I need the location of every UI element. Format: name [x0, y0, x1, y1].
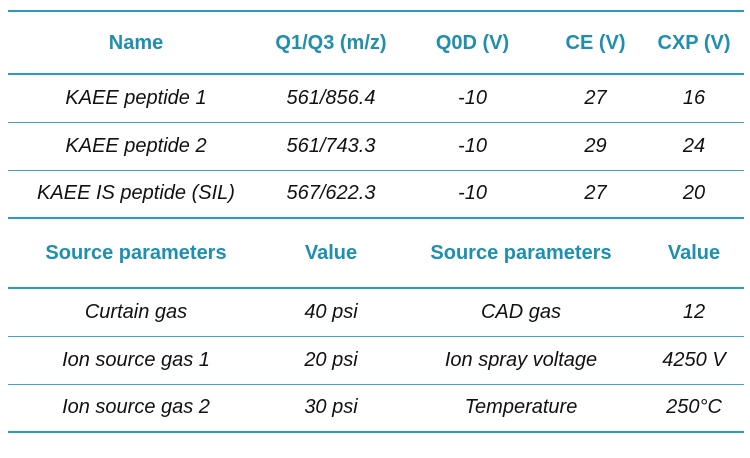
cell-q0d: -10: [458, 86, 487, 109]
table-row: Ion source gas 2 30 psi Temperature 250°…: [8, 383, 744, 433]
cell-name: KAEE peptide 2: [8, 121, 264, 170]
cell-q1q3: 561/856.4: [286, 86, 376, 109]
table-row: KAEE IS peptide (SIL) 567/622.3 -10 27 2…: [8, 169, 744, 218]
cell-parameter-2: Ion spray voltage: [398, 335, 644, 384]
table-row: KAEE peptide 2 561/743.3 -10 29 24: [8, 121, 744, 170]
cell-value-2: 4250 V: [644, 335, 744, 384]
cell-ce: 27: [584, 86, 607, 109]
header-q0d: Q0D (V): [398, 10, 547, 75]
cell-value: 20 psi: [264, 335, 398, 384]
table-subheader-row: Source parameters Value Source parameter…: [8, 217, 744, 289]
cell-q0d: -10: [398, 121, 547, 170]
cell-cxp: 24: [644, 121, 744, 170]
cell-q1q3: 561/743.3: [264, 121, 398, 170]
table-row: KAEE peptide 1 561/856.4 -10 27 16: [8, 74, 744, 122]
header-name: Name: [8, 10, 264, 75]
header-source-parameters-2: Source parameters: [398, 217, 644, 289]
header-value-2: Value: [644, 217, 744, 289]
cell-parameter: Ion source gas 2: [8, 383, 264, 433]
cell-parameter-2: CAD gas: [480, 300, 562, 323]
cell-q1q3: 567/622.3: [264, 169, 398, 218]
table-row: Curtain gas 40 psi CAD gas 12: [8, 288, 744, 336]
header-q1q3: Q1/Q3 (m/z): [264, 10, 398, 75]
header-value: Value: [264, 217, 398, 289]
header-source-parameters: Source parameters: [8, 217, 264, 289]
cell-value: 30 psi: [264, 383, 398, 433]
mrm-parameters-table: Name Q1/Q3 (m/z) Q0D (V) CE (V) CXP (V) …: [8, 10, 744, 433]
cell-value-2: 250°C: [644, 383, 744, 433]
header-cxp: CXP (V): [644, 10, 744, 75]
cell-ce: 27: [547, 169, 644, 218]
table-header-row: Name Q1/Q3 (m/z) Q0D (V) CE (V) CXP (V): [8, 10, 744, 75]
cell-name: KAEE IS peptide (SIL): [8, 169, 264, 218]
header-ce: CE (V): [547, 10, 644, 75]
cell-parameter: Ion source gas 1: [8, 335, 264, 384]
cell-value: 40 psi: [304, 300, 358, 323]
cell-cxp: 20: [644, 169, 744, 218]
cell-parameter: Curtain gas: [84, 300, 188, 323]
cell-parameter-2: Temperature: [398, 383, 644, 433]
cell-q0d: -10: [398, 169, 547, 218]
cell-cxp: 16: [682, 86, 706, 109]
table-row: Ion source gas 1 20 psi Ion spray voltag…: [8, 335, 744, 384]
cell-name: KAEE peptide 1: [65, 86, 207, 109]
cell-ce: 29: [547, 121, 644, 170]
cell-value-2: 12: [682, 300, 706, 323]
